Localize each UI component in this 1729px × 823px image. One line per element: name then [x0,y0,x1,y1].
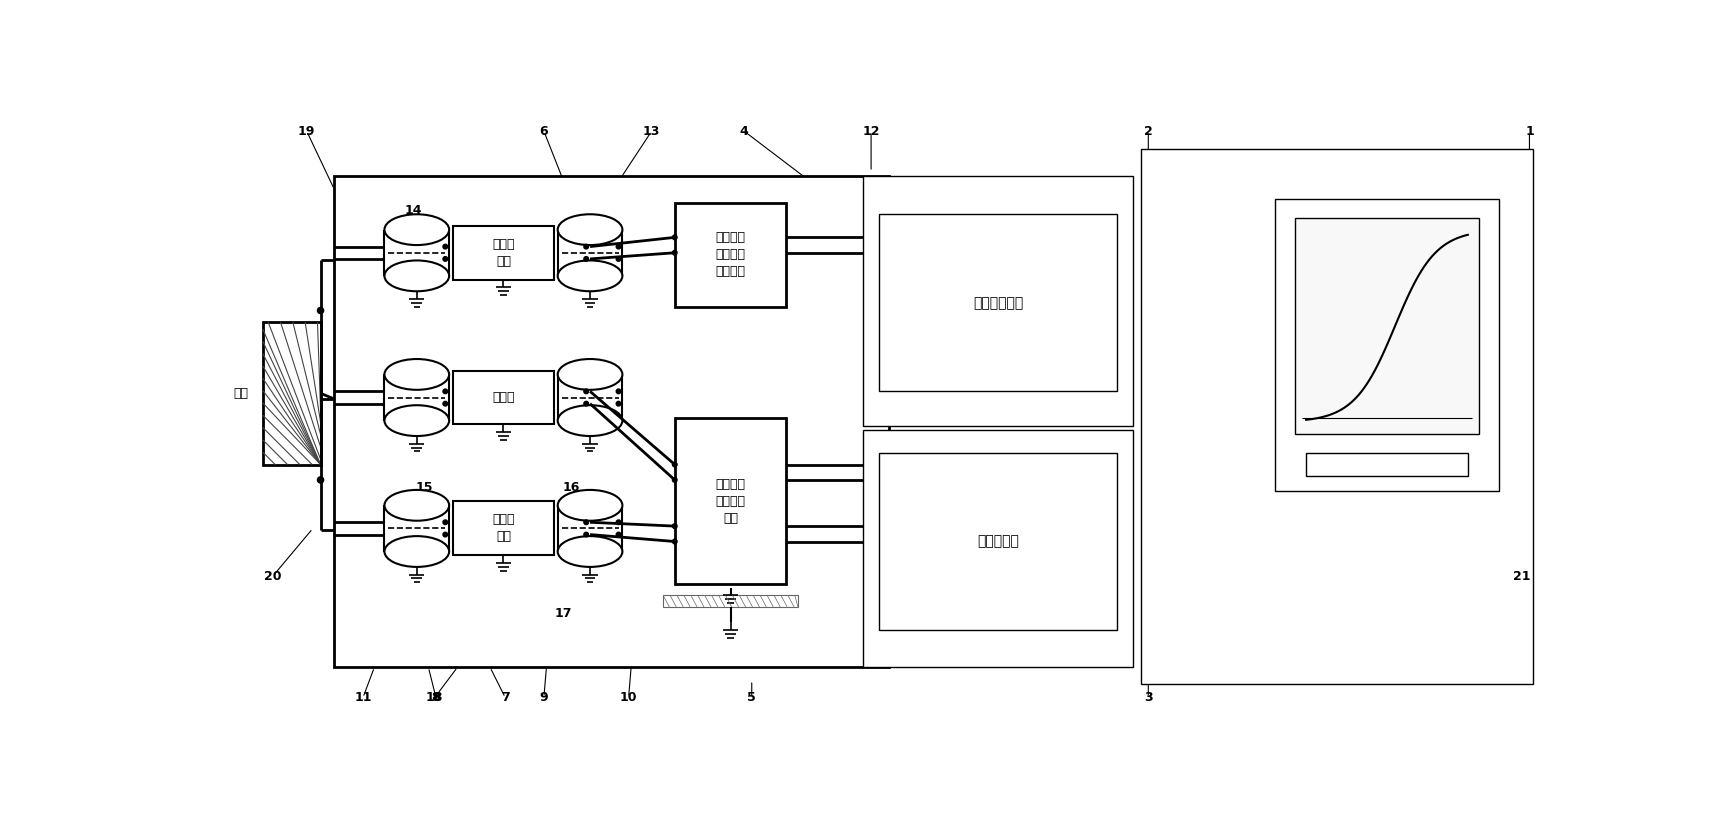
Ellipse shape [558,536,622,567]
Bar [674,418,787,584]
Circle shape [673,477,678,482]
Bar [384,230,450,276]
Text: 5: 5 [747,691,756,704]
Bar [878,453,1117,630]
Text: 数据采集卡: 数据采集卡 [977,534,1018,548]
Text: 试品: 试品 [233,387,249,400]
Circle shape [584,257,588,261]
Circle shape [443,402,448,406]
Circle shape [584,520,588,524]
Circle shape [443,520,448,524]
Circle shape [673,235,678,239]
Text: 7: 7 [501,691,510,704]
Ellipse shape [558,405,622,436]
Bar [878,214,1117,392]
Circle shape [318,477,323,483]
Ellipse shape [384,214,450,245]
Bar [1295,218,1480,434]
Text: 分压器: 分压器 [493,391,515,404]
Text: 13: 13 [643,124,660,137]
Text: 20: 20 [265,570,282,583]
Circle shape [584,389,588,393]
Text: 3: 3 [1145,691,1153,704]
Ellipse shape [558,260,622,291]
Bar [453,501,553,556]
Ellipse shape [558,490,622,521]
Text: 6: 6 [539,124,548,137]
Ellipse shape [384,536,450,567]
Bar [1141,149,1534,684]
Bar [453,226,553,280]
Bar [263,322,320,464]
Circle shape [443,389,448,393]
Text: 电压放
大器: 电压放 大器 [493,238,515,267]
Text: 1: 1 [1525,124,1534,137]
Text: 模拟量输
出板卡接
线端子板: 模拟量输 出板卡接 线端子板 [716,231,745,278]
Text: 2: 2 [1145,124,1153,137]
Ellipse shape [384,490,450,521]
Bar [1305,453,1468,476]
Bar [558,505,622,551]
Circle shape [443,244,448,249]
Bar [863,176,1132,426]
Text: 电流放
大器: 电流放 大器 [493,514,515,543]
Bar [558,374,622,421]
Bar [558,230,622,276]
Bar [384,374,450,421]
Circle shape [673,539,678,544]
Circle shape [443,532,448,537]
Bar [664,595,799,607]
Ellipse shape [558,214,622,245]
Circle shape [616,389,621,393]
Text: 数据采集
卡接线端
子板: 数据采集 卡接线端 子板 [716,477,745,524]
Text: 模拟量输出卡: 模拟量输出卡 [973,295,1024,309]
Circle shape [673,250,678,255]
Bar [334,176,889,667]
Ellipse shape [384,405,450,436]
Bar [453,370,553,425]
Text: 11: 11 [354,691,372,704]
Text: 9: 9 [539,691,548,704]
Circle shape [616,532,621,537]
Circle shape [443,257,448,261]
Circle shape [673,463,678,467]
Ellipse shape [558,359,622,390]
Circle shape [616,520,621,524]
Circle shape [673,523,678,528]
Text: 12: 12 [863,124,880,137]
Bar [863,430,1132,667]
Ellipse shape [384,359,450,390]
Bar [1276,199,1499,491]
Text: 14: 14 [405,204,422,217]
Ellipse shape [384,260,450,291]
Bar [674,202,787,307]
Text: 10: 10 [619,691,638,704]
Circle shape [616,257,621,261]
Text: 8: 8 [432,691,441,704]
Text: 4: 4 [740,124,749,137]
Bar [384,505,450,551]
Circle shape [616,402,621,406]
Text: 21: 21 [1513,570,1530,583]
Circle shape [318,308,323,314]
Text: 15: 15 [415,481,434,494]
Text: 18: 18 [425,691,443,704]
Circle shape [616,244,621,249]
Circle shape [584,532,588,537]
Text: 17: 17 [555,607,572,620]
Text: 19: 19 [297,124,315,137]
Circle shape [584,244,588,249]
Circle shape [584,402,588,406]
Text: 16: 16 [562,481,579,494]
